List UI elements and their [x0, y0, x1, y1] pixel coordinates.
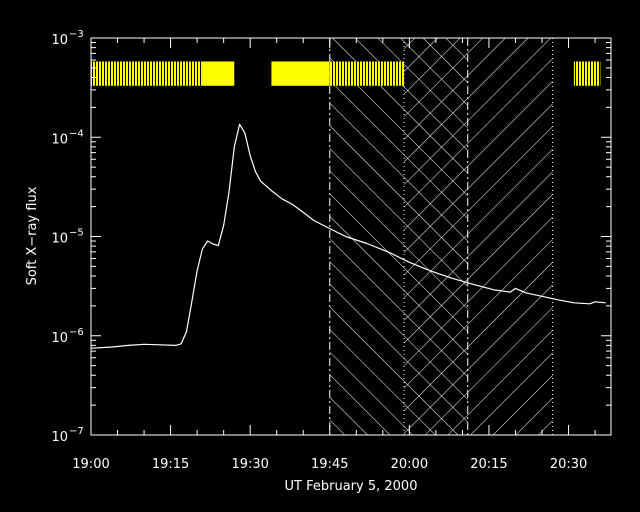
x-tick-label: 20:15	[470, 457, 507, 472]
x-tick-label: 20:30	[550, 457, 587, 472]
x-axis-label: UT February 5, 2000	[285, 479, 418, 494]
y-tick-exponent: −6	[69, 327, 84, 338]
y-tick-label: 10	[51, 33, 68, 48]
x-tick-label: 20:00	[391, 457, 428, 472]
observation-bar-1	[91, 61, 203, 86]
y-tick-exponent: −5	[69, 228, 84, 239]
observation-bar-3	[271, 61, 330, 86]
observation-bar-5	[573, 61, 601, 86]
x-tick-label: 19:00	[72, 457, 109, 472]
series-group	[91, 123, 606, 349]
hatched-regions	[329, 38, 553, 435]
hatched-region-3	[467, 38, 553, 435]
y-tick-label: 10	[51, 331, 68, 346]
x-tick-label: 19:45	[311, 457, 348, 472]
y-tick-label: 10	[51, 232, 68, 247]
y-tick-label: 10	[51, 430, 68, 445]
x-tick-label: 19:15	[152, 457, 189, 472]
y-tick-exponent: −7	[69, 426, 84, 437]
y-tick-label: 10	[51, 132, 68, 147]
hatched-region-1	[329, 38, 405, 435]
series-line-1	[91, 123, 606, 349]
y-axis-label: Soft X−ray flux	[25, 186, 40, 285]
hatched-region-2-cross	[404, 38, 468, 435]
observation-bars	[91, 61, 601, 86]
observation-bar-4	[329, 61, 405, 86]
observation-bar-2	[202, 61, 235, 86]
vertical-lines	[329, 38, 554, 435]
x-tick-label: 19:30	[231, 457, 268, 472]
y-axis: 10−710−610−510−410−3	[51, 29, 611, 445]
x-axis: 19:00 19:15 19:30 19:45 20:00 20:15 20:30	[72, 38, 596, 472]
y-tick-exponent: −3	[69, 29, 84, 40]
y-tick-exponent: −4	[69, 128, 84, 139]
